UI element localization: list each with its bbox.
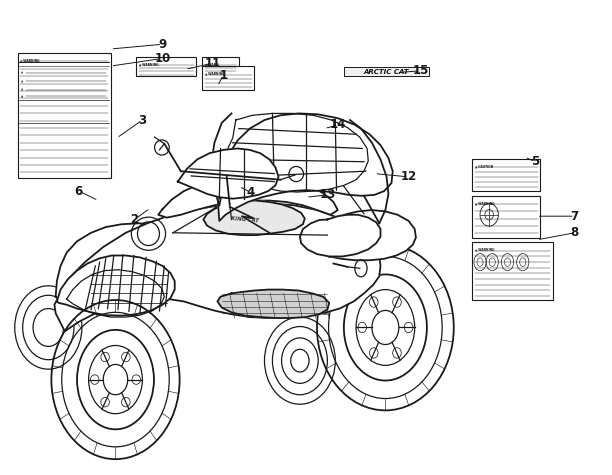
Text: 2: 2 xyxy=(130,213,138,227)
Polygon shape xyxy=(217,114,393,221)
Text: 14: 14 xyxy=(330,118,346,131)
Polygon shape xyxy=(56,223,209,306)
Polygon shape xyxy=(326,210,416,260)
FancyBboxPatch shape xyxy=(472,242,553,300)
Text: ▲ WARN: ▲ WARN xyxy=(204,62,218,66)
Polygon shape xyxy=(217,290,329,318)
Text: 8: 8 xyxy=(570,226,579,239)
Text: ▲ CAUTION: ▲ CAUTION xyxy=(474,164,493,169)
FancyBboxPatch shape xyxy=(344,67,430,76)
Text: 15: 15 xyxy=(412,64,429,77)
Text: ▲ WARNING: ▲ WARNING xyxy=(20,58,40,63)
Text: 7: 7 xyxy=(570,209,579,223)
Polygon shape xyxy=(57,256,174,316)
Text: 5: 5 xyxy=(531,155,539,168)
FancyBboxPatch shape xyxy=(472,159,540,191)
Text: 13: 13 xyxy=(319,189,335,201)
Text: 12: 12 xyxy=(400,171,417,183)
Text: KING CAT: KING CAT xyxy=(231,216,259,224)
Text: ▲ WARNING: ▲ WARNING xyxy=(474,201,494,206)
Text: ▲: ▲ xyxy=(21,71,23,75)
Text: 4: 4 xyxy=(247,186,255,199)
Polygon shape xyxy=(300,215,381,256)
Text: ▲ WARNING: ▲ WARNING xyxy=(474,248,494,252)
Text: 11: 11 xyxy=(204,57,221,70)
Text: 1: 1 xyxy=(220,68,228,82)
Text: ▲: ▲ xyxy=(21,95,23,98)
Text: 9: 9 xyxy=(159,38,166,51)
FancyBboxPatch shape xyxy=(18,53,111,178)
Polygon shape xyxy=(159,176,338,218)
Text: ▲: ▲ xyxy=(21,79,23,83)
Polygon shape xyxy=(177,149,278,199)
Text: ▲: ▲ xyxy=(21,88,23,92)
Text: ▲ WARNING: ▲ WARNING xyxy=(204,72,224,76)
FancyBboxPatch shape xyxy=(202,66,254,90)
Polygon shape xyxy=(54,203,381,331)
FancyBboxPatch shape xyxy=(136,57,196,76)
FancyBboxPatch shape xyxy=(202,57,239,73)
Text: 3: 3 xyxy=(138,114,146,126)
Polygon shape xyxy=(203,200,305,235)
FancyBboxPatch shape xyxy=(472,196,540,238)
Text: ARCTIC CAT: ARCTIC CAT xyxy=(364,69,409,75)
Text: ▲ WARNING: ▲ WARNING xyxy=(139,62,158,66)
Text: 6: 6 xyxy=(75,185,83,198)
Text: 10: 10 xyxy=(154,52,171,65)
